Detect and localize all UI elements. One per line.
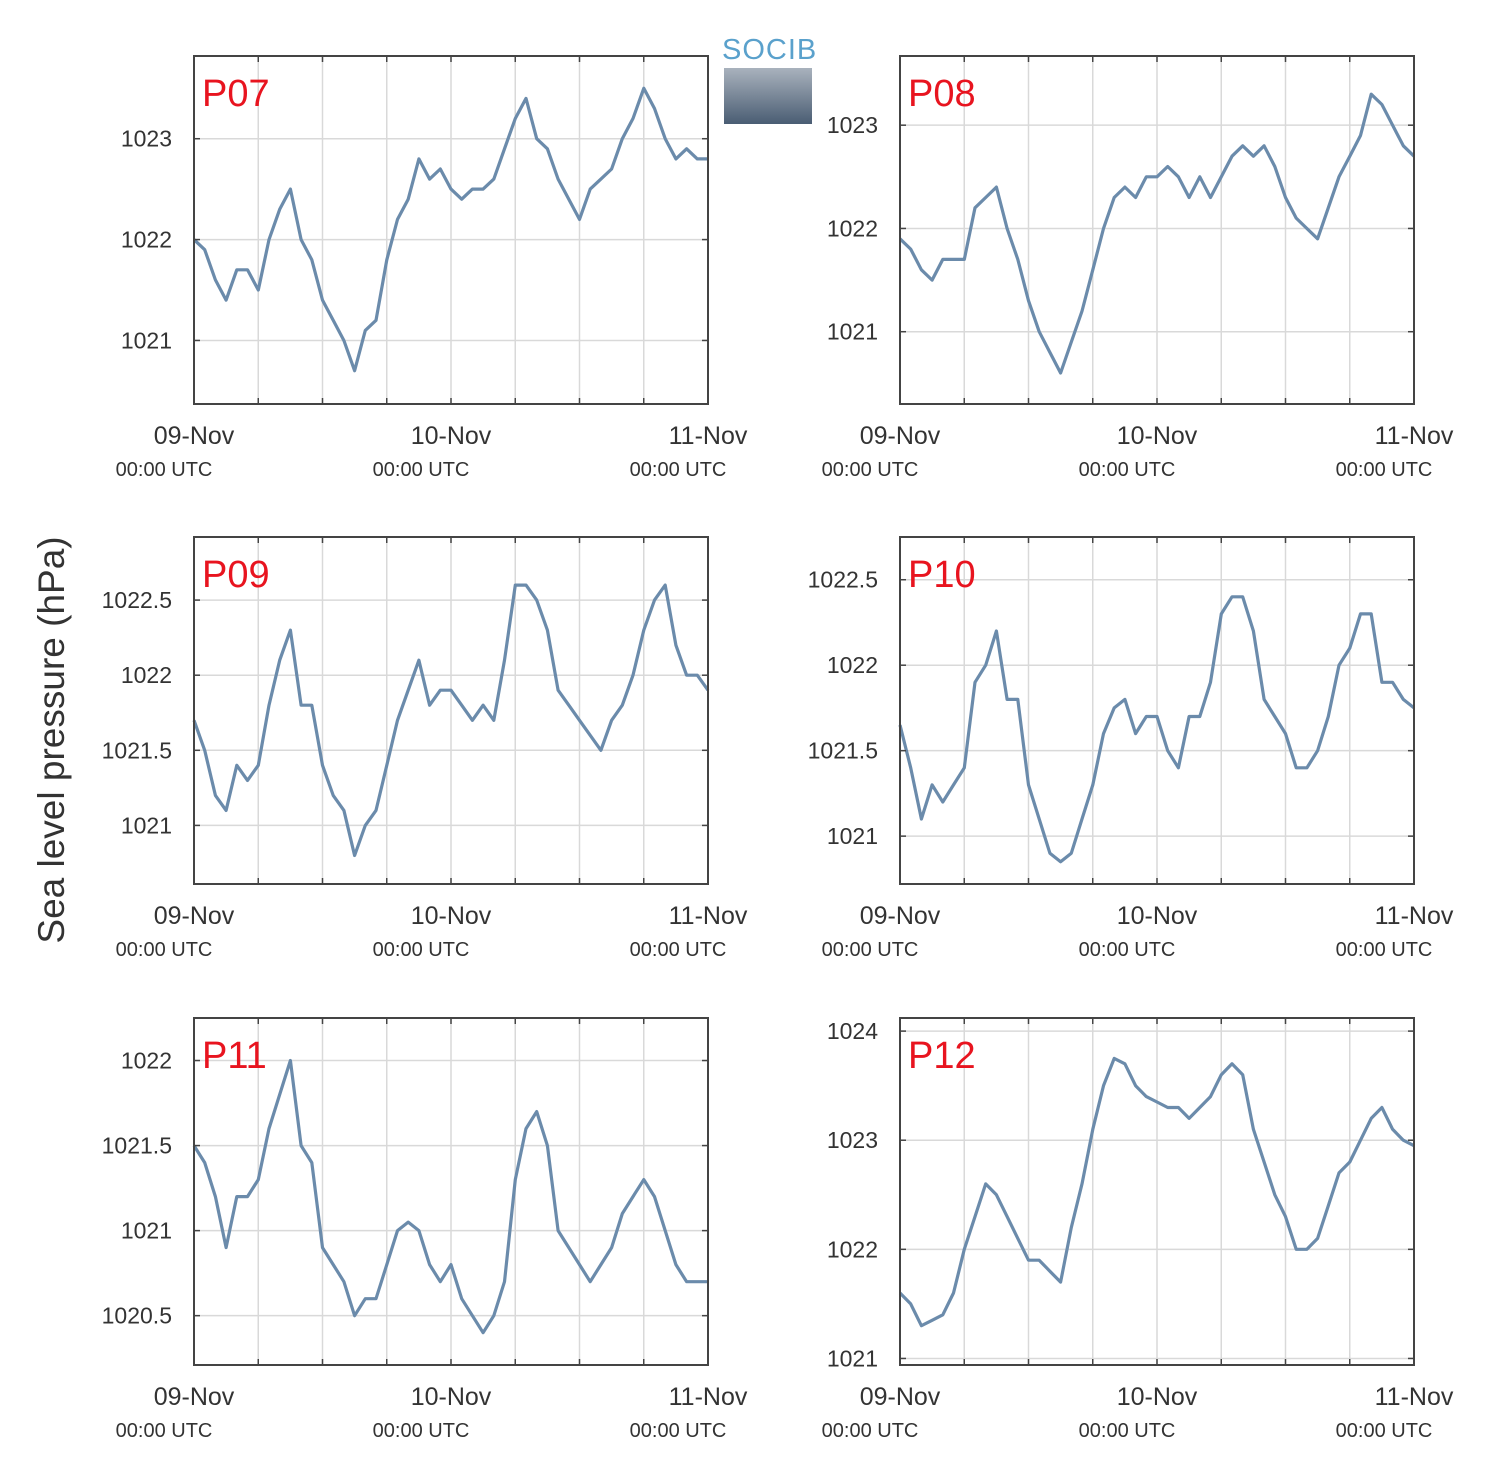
x-tick-sublabel: 00:00 UTC xyxy=(822,1420,919,1442)
y-tick-label: 1023 xyxy=(827,1127,878,1153)
y-tick-label: 1021 xyxy=(827,1345,878,1371)
series-line xyxy=(898,92,1416,375)
y-tick-label: 1022.5 xyxy=(808,567,878,593)
x-tick-sublabel: 00:00 UTC xyxy=(630,1420,727,1442)
y-tick-label: 1022 xyxy=(121,1048,172,1074)
x-tick-label: 09-Nov xyxy=(860,422,941,450)
x-tick-label: 10-Nov xyxy=(1117,1383,1198,1411)
chart-panel-p08: 1021 1022 1023 09-Nov 00:00 UTC 10-Nov 00:00 U… xyxy=(822,55,1454,481)
chart-panel-p10: 1021 1021.5 1022 1022.5 09-Nov 00:00 UTC 10-No… xyxy=(808,536,1454,961)
y-tick-label: 1022 xyxy=(121,662,172,688)
y-tick-label: 1021 xyxy=(827,319,878,345)
x-tick-sublabel: 00:00 UTC xyxy=(630,939,727,961)
x-tick-label: 10-Nov xyxy=(411,1383,492,1411)
panel-title: P07 xyxy=(202,73,270,115)
x-tick-label: 10-Nov xyxy=(411,422,492,450)
chart-panel-p07: 1021 1022 1023 09-Nov 00:00 UTC 10-Nov 00:00 U… xyxy=(116,55,748,481)
y-tick-label: 1021 xyxy=(121,327,172,353)
y-tick-label: 1021.5 xyxy=(102,737,172,763)
x-tick-label: 11-Nov xyxy=(1375,902,1454,930)
x-tick-sublabel: 00:00 UTC xyxy=(1336,459,1433,481)
socib-logo: SOCIB xyxy=(722,34,818,126)
y-tick-label: 1024 xyxy=(827,1018,878,1044)
x-tick-sublabel: 00:00 UTC xyxy=(1336,939,1433,961)
x-tick-sublabel: 00:00 UTC xyxy=(373,1420,470,1442)
x-tick-sublabel: 00:00 UTC xyxy=(373,459,470,481)
x-tick-label: 11-Nov xyxy=(669,902,748,930)
y-tick-label: 1022 xyxy=(121,227,172,253)
y-tick-label: 1021.5 xyxy=(102,1133,172,1159)
x-tick-label: 09-Nov xyxy=(154,422,235,450)
y-tick-label: 1020.5 xyxy=(102,1303,172,1329)
x-tick-label: 09-Nov xyxy=(154,902,235,930)
y-tick-label: 1021 xyxy=(121,1218,172,1244)
panel-title: P12 xyxy=(908,1035,976,1077)
series-line xyxy=(192,583,710,858)
x-tick-sublabel: 00:00 UTC xyxy=(630,459,727,481)
x-tick-label: 11-Nov xyxy=(1375,1383,1454,1411)
panel-title: P11 xyxy=(202,1035,267,1077)
chart-panel-p12: 1021 1022 1023 1024 09-Nov 00:00 UTC 10-Nov 00:… xyxy=(822,1017,1454,1442)
panel-title: P10 xyxy=(908,554,976,596)
x-tick-label: 10-Nov xyxy=(1117,902,1198,930)
series-line xyxy=(192,1058,708,1335)
y-tick-label: 1023 xyxy=(121,126,172,152)
x-tick-label: 09-Nov xyxy=(860,1383,941,1411)
panel-title: P08 xyxy=(908,73,976,115)
y-tick-label: 1021 xyxy=(827,823,878,849)
x-tick-label: 10-Nov xyxy=(411,902,492,930)
x-tick-sublabel: 00:00 UTC xyxy=(116,1420,213,1442)
logo-text: SOCIB xyxy=(722,34,818,66)
x-tick-label: 09-Nov xyxy=(154,1383,235,1411)
x-tick-sublabel: 00:00 UTC xyxy=(1079,939,1176,961)
y-tick-label: 1023 xyxy=(827,112,878,138)
x-tick-label: 10-Nov xyxy=(1117,422,1198,450)
y-tick-label: 1022.5 xyxy=(102,587,172,613)
y-tick-label: 1021.5 xyxy=(808,738,878,764)
series-line xyxy=(898,1056,1415,1328)
x-tick-sublabel: 00:00 UTC xyxy=(116,459,213,481)
y-tick-label: 1022 xyxy=(827,1236,878,1262)
panel-title: P09 xyxy=(202,554,270,596)
x-tick-label: 11-Nov xyxy=(1375,422,1454,450)
x-tick-label: 09-Nov xyxy=(860,902,941,930)
series-line xyxy=(898,595,1415,864)
logo-wave-icon xyxy=(724,68,812,124)
y-tick-label: 1021 xyxy=(121,812,172,838)
series-line xyxy=(192,86,708,373)
x-tick-sublabel: 00:00 UTC xyxy=(1079,1420,1176,1442)
x-tick-sublabel: 00:00 UTC xyxy=(822,939,919,961)
chart-panel-p09: 1021 1021.5 1022 1022.5 09-Nov 00:00 UTC 10-No… xyxy=(102,536,748,961)
x-tick-label: 11-Nov xyxy=(669,422,748,450)
x-tick-sublabel: 00:00 UTC xyxy=(116,939,213,961)
chart-panel-p11: 1020.5 1021 1021.5 1022 09-Nov 00:00 UTC 10-No… xyxy=(102,1017,748,1442)
x-tick-sublabel: 00:00 UTC xyxy=(373,939,470,961)
x-tick-sublabel: 00:00 UTC xyxy=(1336,1420,1433,1442)
x-tick-label: 11-Nov xyxy=(669,1383,748,1411)
x-tick-sublabel: 00:00 UTC xyxy=(1079,459,1176,481)
y-tick-label: 1022 xyxy=(827,652,878,678)
y-tick-label: 1022 xyxy=(827,215,878,241)
x-tick-sublabel: 00:00 UTC xyxy=(822,459,919,481)
